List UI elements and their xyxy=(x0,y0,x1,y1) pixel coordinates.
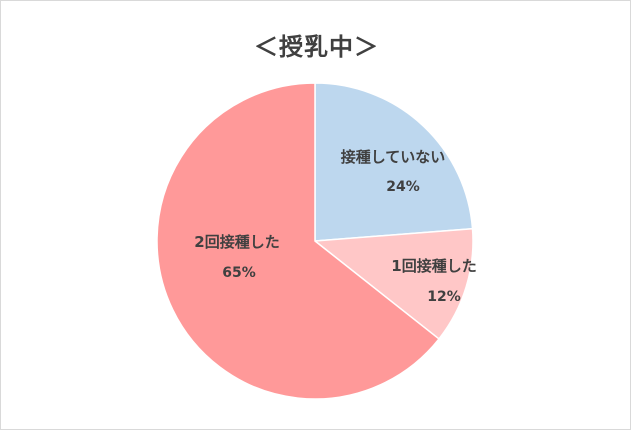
slice-value-label-1: 24% xyxy=(386,179,420,195)
pie-slice-1 xyxy=(314,82,474,242)
pie-slice-2 xyxy=(313,227,474,341)
chart-title: ＜授乳中＞ xyxy=(254,33,379,61)
slice-value-label-2: 12% xyxy=(427,289,461,305)
slice-label-1: 接種していない xyxy=(341,148,446,166)
slice-label-2: 1回接種した xyxy=(391,257,476,275)
slice-label-3: 2回接種した xyxy=(194,233,279,251)
slice-value-label-3: 65% xyxy=(222,265,256,281)
pie-slice-3 xyxy=(156,82,441,400)
